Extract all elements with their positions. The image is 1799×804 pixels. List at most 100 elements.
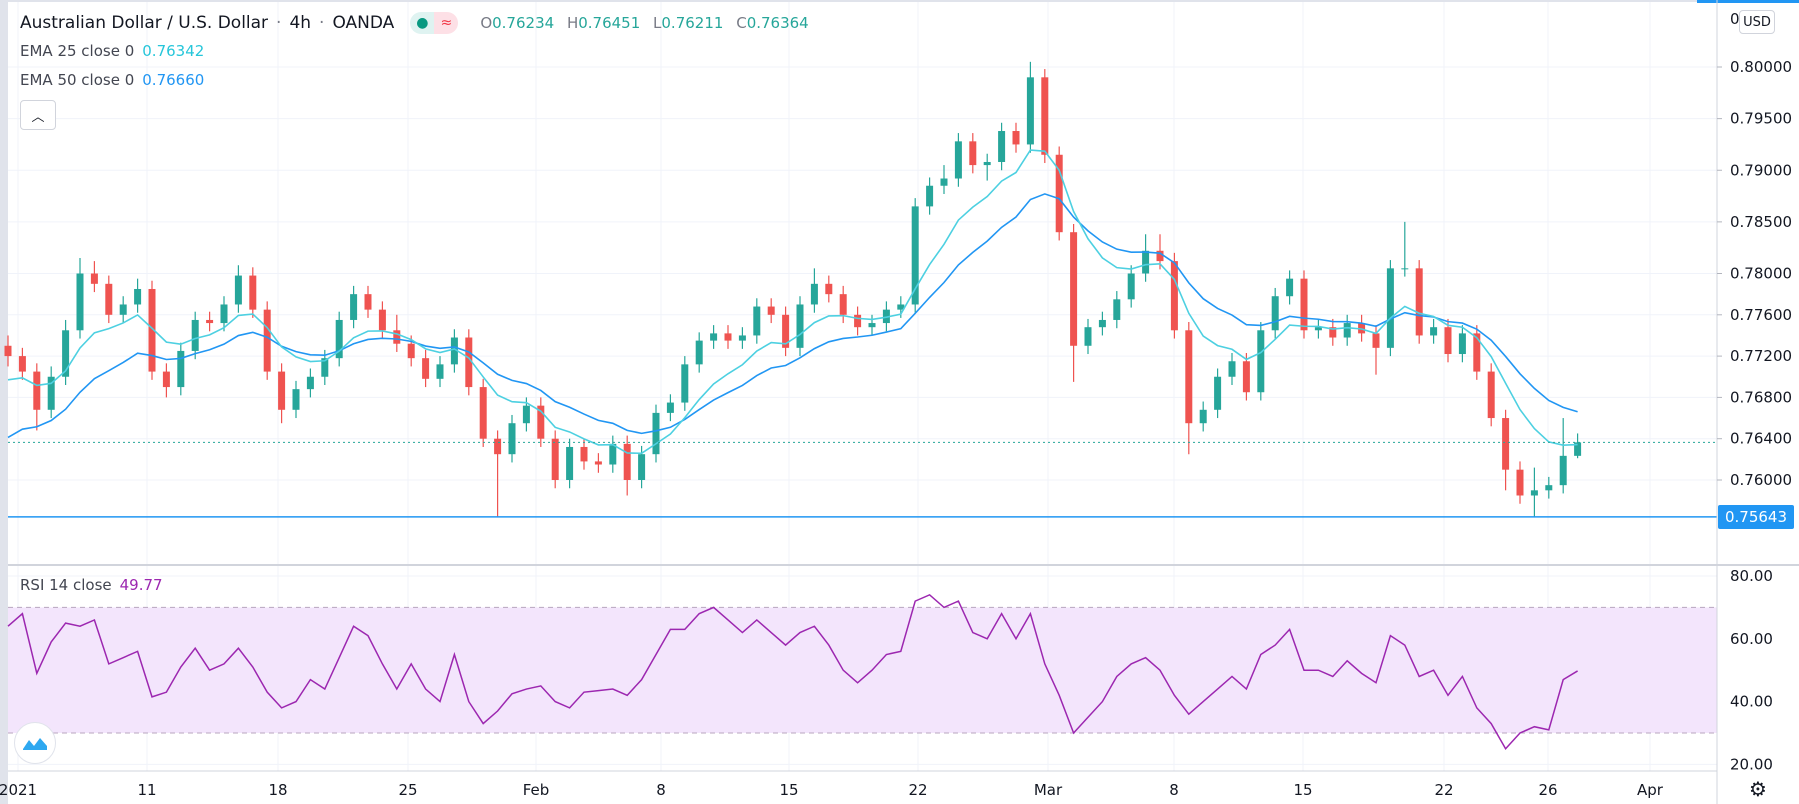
candle-body — [1286, 278, 1294, 297]
candle — [868, 314, 876, 336]
candle — [422, 349, 430, 388]
exchange: OANDA — [332, 13, 395, 33]
rsi-axis[interactable]: 80.00 60.00 40.00 20.00 — [1730, 567, 1773, 773]
gear-icon[interactable]: ⚙ — [1749, 777, 1767, 801]
candle — [926, 177, 934, 215]
candle — [753, 298, 761, 344]
candle — [1271, 287, 1279, 339]
candle-body — [1300, 278, 1308, 331]
candle-body — [1113, 299, 1121, 320]
candle-body — [1559, 455, 1567, 486]
candle-body — [278, 371, 286, 410]
candle-body — [1271, 296, 1279, 331]
symbol-legend[interactable]: Australian Dollar / U.S. Dollar · 4h · O… — [20, 12, 817, 34]
candle-body — [724, 333, 732, 341]
candle-body — [1530, 490, 1538, 496]
candle-body — [162, 371, 170, 388]
tradingview-logo[interactable] — [14, 722, 56, 764]
candle-body — [998, 131, 1006, 162]
candle — [278, 363, 286, 424]
candle-body — [407, 343, 415, 359]
candle-body — [105, 283, 113, 315]
candle — [954, 133, 962, 187]
rsi-band — [8, 607, 1717, 733]
candle — [1314, 318, 1322, 339]
price-tick-label: 0.78000 — [1730, 265, 1792, 283]
candle-body — [134, 288, 142, 305]
candle — [76, 258, 84, 339]
candle-body — [969, 141, 977, 166]
candle-body — [1170, 261, 1178, 331]
candle-body — [1084, 327, 1092, 346]
candle — [551, 430, 559, 489]
candle-body — [1012, 131, 1020, 145]
rsi-legend[interactable]: RSI 14 close 49.77 — [20, 576, 163, 594]
ema25-legend[interactable]: EMA 25 close 0 0.76342 — [20, 42, 204, 60]
price-axis[interactable]: 0.80000 0.79500 0.79000 0.78500 0.78000 0.776… — [1717, 58, 1792, 489]
status-pill[interactable]: ● ≈ — [410, 12, 459, 34]
candle-body — [738, 335, 746, 341]
candle — [494, 430, 502, 517]
chevron-up-icon: ︿ — [31, 109, 45, 125]
candle — [465, 329, 473, 396]
candle-body — [465, 337, 473, 388]
candle — [1242, 353, 1250, 401]
candle — [1127, 265, 1135, 308]
candle — [1055, 146, 1063, 241]
active-tab-indicator — [1697, 0, 1799, 3]
candle-body — [1401, 268, 1409, 270]
candle — [335, 311, 343, 367]
candle — [1070, 223, 1078, 382]
price-axis-partial-label: 0 — [1730, 10, 1740, 28]
candle-body — [1026, 77, 1034, 145]
rsi-value: 49.77 — [119, 576, 163, 594]
candle-body — [4, 345, 12, 357]
time-tick-label: Mar — [1034, 781, 1063, 799]
ema50-legend[interactable]: EMA 50 close 0 0.76660 — [20, 71, 204, 89]
candle-body — [1228, 361, 1236, 377]
candle-body — [551, 438, 559, 480]
price-tick-label: 0.80000 — [1730, 58, 1792, 76]
candle — [47, 366, 55, 419]
candle-body — [148, 288, 156, 372]
candle-body — [666, 402, 674, 413]
candle-body — [1430, 327, 1438, 336]
ohlc-values: O0.76234 H0.76451 L0.76211 C0.76364 — [480, 14, 809, 32]
candle — [1026, 61, 1034, 153]
candle — [1012, 122, 1020, 153]
price-tick-label: 0.76000 — [1730, 471, 1792, 489]
candle-body — [652, 412, 660, 455]
time-axis[interactable]: 2021 11 18 25 Feb 8 15 22 Mar 8 15 22 26 Apr — [0, 781, 1664, 799]
horizontal-line-price-label: 0.75643 — [1718, 505, 1794, 529]
ema25-label: EMA 25 close 0 — [20, 42, 135, 60]
price-tick-label: 0.76400 — [1730, 430, 1792, 448]
candle-body — [33, 371, 41, 410]
price-tick-label: 0.79500 — [1730, 110, 1792, 128]
candle-body — [623, 443, 631, 480]
candle — [1386, 260, 1394, 357]
candle-body — [1502, 418, 1510, 470]
time-tick-label: 25 — [398, 781, 417, 799]
candle — [1487, 363, 1495, 427]
time-tick-label: 8 — [1169, 781, 1179, 799]
candle-body — [1574, 442, 1582, 456]
candle-body — [580, 446, 588, 462]
candle — [1473, 325, 1481, 380]
candle — [1458, 325, 1466, 363]
candle — [782, 306, 790, 357]
candle — [1329, 318, 1337, 346]
candle — [652, 404, 660, 463]
candle-body — [926, 185, 934, 207]
collapse-legend-button[interactable]: ︿ — [20, 100, 56, 130]
candle — [364, 285, 372, 318]
currency-button[interactable]: USD — [1739, 10, 1775, 34]
candle — [1113, 291, 1121, 329]
candle — [710, 325, 718, 349]
candle — [1214, 368, 1222, 419]
low-value: 0.76211 — [661, 14, 724, 32]
candle-body — [1516, 469, 1524, 496]
candle-body — [234, 275, 242, 305]
candle-body — [1199, 409, 1207, 424]
candle-body — [983, 161, 991, 166]
